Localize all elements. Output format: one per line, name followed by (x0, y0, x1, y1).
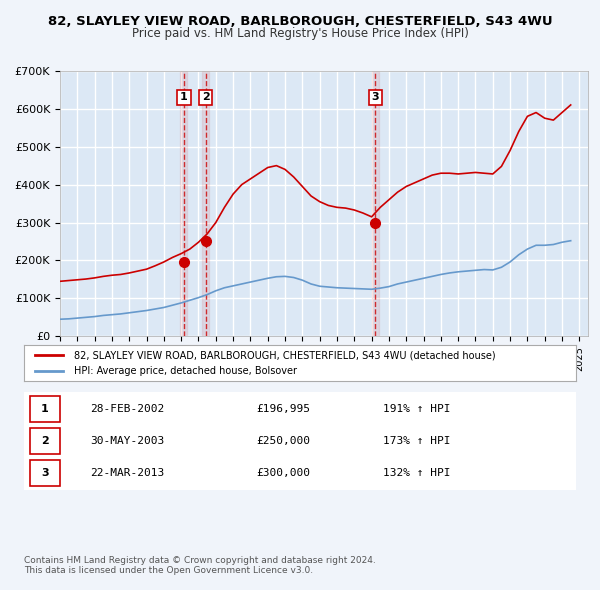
Text: HPI: Average price, detached house, Bolsover: HPI: Average price, detached house, Bols… (74, 366, 296, 376)
Bar (202, 71, 209, 336)
Text: 82, SLAYLEY VIEW ROAD, BARLBOROUGH, CHESTERFIELD, S43 4WU (detached house): 82, SLAYLEY VIEW ROAD, BARLBOROUGH, CHES… (74, 350, 496, 360)
Text: 3: 3 (371, 93, 379, 102)
Text: Contains HM Land Registry data © Crown copyright and database right 2024.
This d: Contains HM Land Registry data © Crown c… (24, 556, 376, 575)
Text: 2: 2 (202, 93, 209, 102)
Text: 28-FEB-2002: 28-FEB-2002 (90, 404, 164, 414)
Text: £196,995: £196,995 (256, 404, 310, 414)
Text: 30-MAY-2003: 30-MAY-2003 (90, 436, 164, 446)
Text: 1: 1 (41, 404, 49, 414)
Text: Price paid vs. HM Land Registry's House Price Index (HPI): Price paid vs. HM Land Registry's House … (131, 27, 469, 40)
Text: 22-MAR-2013: 22-MAR-2013 (90, 468, 164, 478)
Text: 191% ↑ HPI: 191% ↑ HPI (383, 404, 450, 414)
Text: 132% ↑ HPI: 132% ↑ HPI (383, 468, 450, 478)
Bar (181, 71, 187, 336)
Text: 3: 3 (41, 468, 49, 478)
FancyBboxPatch shape (29, 395, 60, 421)
Text: 82, SLAYLEY VIEW ROAD, BARLBOROUGH, CHESTERFIELD, S43 4WU: 82, SLAYLEY VIEW ROAD, BARLBOROUGH, CHES… (47, 15, 553, 28)
Text: £300,000: £300,000 (256, 468, 310, 478)
FancyBboxPatch shape (29, 460, 60, 486)
Text: 173% ↑ HPI: 173% ↑ HPI (383, 436, 450, 446)
Text: 1: 1 (180, 93, 188, 102)
Text: 2: 2 (41, 436, 49, 446)
Bar (372, 71, 379, 336)
Text: £250,000: £250,000 (256, 436, 310, 446)
FancyBboxPatch shape (29, 428, 60, 454)
